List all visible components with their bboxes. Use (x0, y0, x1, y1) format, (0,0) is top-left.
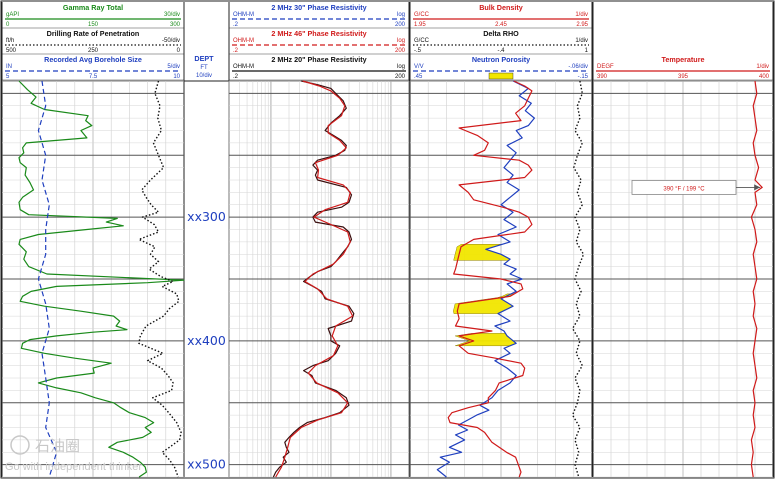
curve-header-right: 2.95 (576, 22, 588, 28)
curve-header-title: 2 MHz 20" Phase Resistivity (271, 55, 366, 64)
curve-header-right: 1 (585, 48, 589, 54)
curve-header-unit: V/V (414, 64, 424, 70)
curve-header-right: 300 (170, 22, 181, 28)
curve-header-left: 1.95 (414, 22, 426, 28)
curve-header: 2 MHz 20" Phase Resistivity OHM-M log .2 200 (229, 55, 409, 81)
curve-header-left: -.5 (414, 48, 422, 54)
curve-header-title: Recorded Avg Borehole Size (44, 55, 142, 64)
curve-temperature (750, 80, 763, 478)
curve-header-scale: 5/div (167, 64, 180, 70)
curve-header-title: Drilling Rate of Penetration (47, 29, 140, 38)
curve-header: Drilling Rate of Penetration ft/h -50/div 5… (2, 29, 184, 55)
curves (18, 80, 763, 478)
curve-header: Temperature DEGF 1/div 390 395 400 (593, 55, 773, 81)
curve-header-left: .2 (233, 22, 239, 28)
curve-gamma-ray-total (18, 80, 185, 478)
curve-header-unit: OHM-M (233, 38, 254, 44)
curve-header-title: 2 MHz 30" Phase Resistivity (271, 3, 366, 12)
curve-header-right: 200 (395, 22, 406, 28)
watermark-logo-text: 石油圈 (35, 438, 80, 455)
curve-header-left: .45 (414, 74, 423, 80)
curve-header: 2 MHz 46" Phase Resistivity OHM-M log .2 200 (229, 29, 409, 55)
curve-header-unit: OHM-M (233, 12, 254, 18)
watermark-logo-icon (10, 435, 30, 455)
curve-header-left: 390 (597, 74, 608, 80)
curve-header-right: 0 (177, 48, 181, 54)
curve-header-right: 10 (173, 74, 180, 80)
depth-label: xx400 (187, 333, 226, 348)
curve-header: 2 MHz 30" Phase Resistivity OHM-M log .2 200 (229, 3, 409, 29)
depth-label: xx300 (187, 209, 226, 224)
curve-2-mhz-46-phase-resistivity (275, 80, 354, 478)
curve-header-unit: IN (6, 64, 12, 70)
curve-header: Recorded Avg Borehole Size IN 5/div 5 7.5 10 (2, 55, 184, 81)
curve-header-unit: gAPI (6, 12, 19, 18)
curve-neutron-porosity (436, 80, 536, 478)
curve-header: Gamma Ray Total gAPI 30/div 0 150 300 (2, 3, 184, 29)
curve-header-scale: 30/div (164, 12, 180, 18)
curve-recorded-avg-borehole-size (37, 80, 58, 478)
curve-header-unit: G/CC (414, 38, 430, 44)
curve-header-mid: 2.45 (495, 22, 507, 28)
curve-header-title: Neutron Porosity (472, 55, 530, 64)
curve-header: Neutron Porosity V/V -.06/div .45 -.15 (410, 55, 592, 81)
curve-header-right: 200 (395, 74, 406, 80)
curve-header-unit: OHM-M (233, 64, 254, 70)
curve-header-right: 200 (395, 48, 406, 54)
curve-header-left: 0 (6, 22, 10, 28)
curve-header-mid: 7.5 (89, 74, 98, 80)
curve-header-unit: DEGF (597, 64, 614, 70)
curve-delta-rho (571, 80, 585, 478)
curve-header-scale: log (397, 12, 405, 18)
curve-header: Bulk Density G/CC 1/div 1.95 2.45 2.95 (410, 3, 592, 29)
curve-header-title: Temperature (661, 55, 704, 64)
curve-header-mid: -.4 (497, 48, 505, 54)
depth-track-title: DEPT (194, 54, 214, 63)
curve-header-scale: log (397, 38, 405, 44)
curve-header-left: 500 (6, 48, 17, 54)
depth-label: xx500 (187, 457, 226, 472)
annotations: 390 °F / 199 °C (631, 180, 761, 195)
curve-header-left: .2 (233, 74, 239, 80)
curve-header-right: 400 (759, 74, 770, 80)
curve-header: Delta RHO G/CC 1/div -.5 -.4 1 (410, 29, 592, 55)
curve-header-mid: 150 (88, 22, 99, 28)
curve-header-scale: 1/div (575, 38, 588, 44)
depth-track-scale: 10/div (196, 73, 212, 79)
curve-header-scale: -50/div (162, 38, 180, 44)
curve-header-title: Gamma Ray Total (63, 3, 123, 12)
temperature-callout-arrow-icon (754, 184, 761, 191)
curve-header-scale: 1/div (756, 64, 769, 70)
depth-track-unit: FT (200, 65, 208, 71)
watermark: 石油圈 Go with independent thinker (5, 435, 142, 473)
curve-header-scale: -.06/div (568, 64, 588, 70)
curve-header-left: 5 (6, 74, 10, 80)
curve-header-scale: log (397, 64, 405, 70)
curve-header-scale: 1/div (575, 12, 588, 18)
curve-header-title: Delta RHO (483, 29, 519, 38)
watermark-tagline: Go with independent thinker (5, 461, 142, 473)
curve-bulk-density (447, 80, 533, 478)
curve-header-title: Bulk Density (479, 3, 523, 12)
depth-track: DEPT FT 10/div xx300 xx400 xx500 (187, 54, 226, 472)
curve-header-title: 2 MHz 46" Phase Resistivity (271, 29, 366, 38)
curve-header-unit: G/CC (414, 12, 430, 18)
fill-legend-swatch (488, 72, 514, 80)
crossover-fills (453, 244, 517, 347)
curve-drilling-rate-of-penetration (138, 80, 182, 478)
curve-header-unit: ft/h (6, 38, 14, 44)
temperature-callout-text: 390 °F / 199 °C (663, 186, 705, 192)
curve-header-right: -.15 (578, 74, 589, 80)
curve-header-mid: 250 (88, 48, 99, 54)
curve-header-left: .2 (233, 48, 239, 54)
curve-header-mid: 395 (678, 74, 689, 80)
